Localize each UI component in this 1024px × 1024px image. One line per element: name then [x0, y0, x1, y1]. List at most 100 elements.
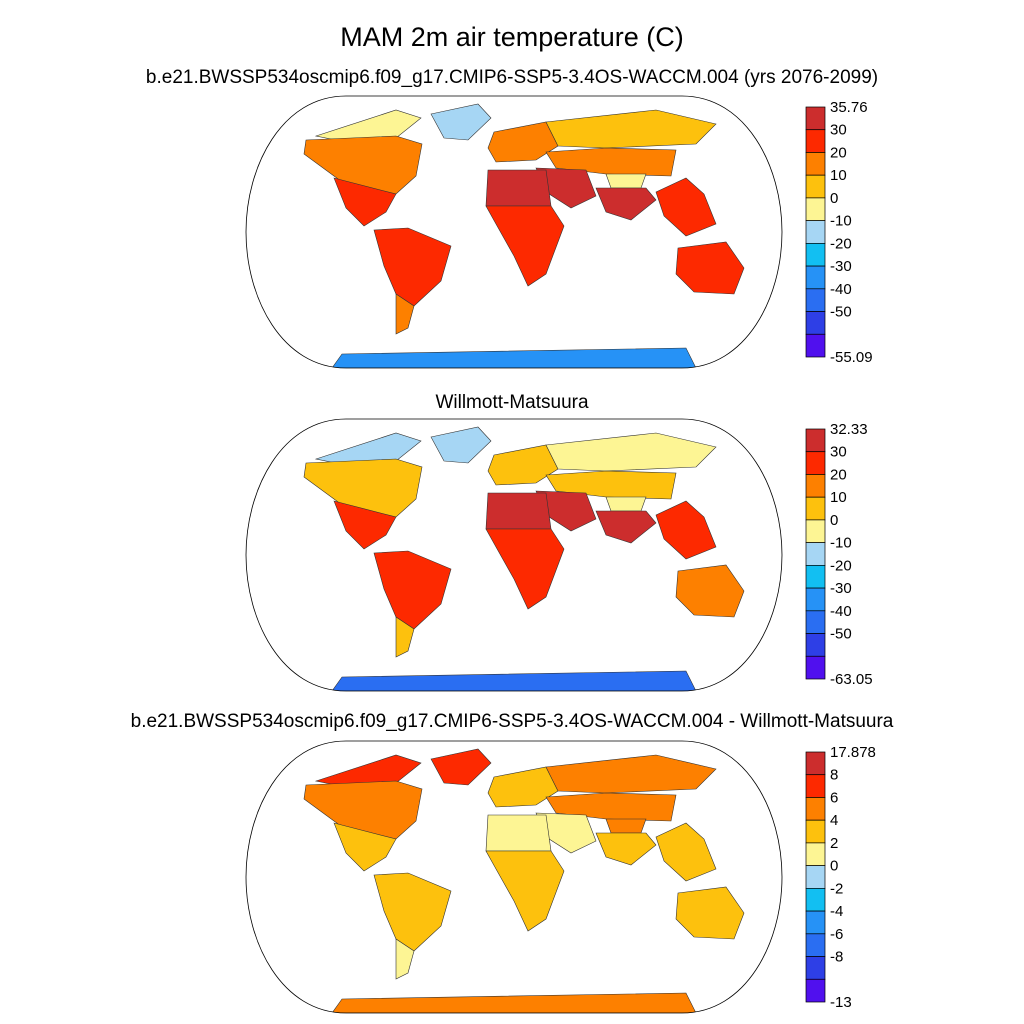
region-europe — [487, 121, 559, 163]
panel-title-diff: b.e21.BWSSP534oscmip6.f09_g17.CMIP6-SSP5… — [130, 711, 894, 732]
colorbar-box — [805, 174, 826, 199]
region-sahara — [485, 169, 552, 207]
colorbar-box — [805, 956, 826, 980]
region-north_america_south — [333, 822, 397, 872]
region-sahara — [485, 492, 552, 530]
region-se_asia — [655, 500, 717, 560]
colorbar-tick-label: -40 — [830, 603, 852, 620]
colorbar-model: 35.76 30 20 10 0 -10 -20 -30 -40 -50 -55.09 — [805, 99, 873, 366]
colorbar-tick-label: 30 — [830, 444, 847, 461]
colorbar-tick-label: -8 — [830, 949, 843, 966]
map-panel-model — [245, 95, 783, 369]
colorbar-box — [805, 751, 826, 776]
colorbar-box — [805, 333, 826, 358]
region-patagonia — [395, 293, 415, 335]
colorbar-box — [805, 633, 826, 657]
map-frame — [245, 740, 783, 1014]
region-antarctica — [331, 992, 697, 1013]
colorbar-tick-label: -20 — [830, 557, 852, 574]
colorbar-box — [805, 496, 826, 521]
colorbar-box — [805, 587, 826, 612]
region-africa — [485, 528, 565, 610]
colorbar-tick-label: 20 — [830, 466, 847, 483]
region-australia — [675, 886, 745, 940]
colorbar-box — [805, 842, 826, 866]
colorbar-tick-label: -10 — [830, 213, 852, 230]
colorbar-tick-label: 2 — [830, 835, 838, 852]
colorbar-tick-label: 17.878 — [830, 744, 876, 761]
colorbar-box — [805, 474, 826, 498]
colorbar-tick-label: 0 — [830, 190, 838, 207]
region-australia — [675, 241, 745, 295]
region-north_america_south — [333, 500, 397, 550]
colorbar-tick-label: 10 — [830, 489, 847, 506]
colorbar-box — [805, 865, 826, 889]
colorbar-box — [805, 311, 826, 335]
colorbar-diff: 17.878 8 6 4 2 0 -2 -4 -6 -8 -13 — [805, 744, 876, 1011]
region-australia — [675, 564, 745, 618]
colorbar-box — [805, 265, 826, 290]
region-africa — [485, 850, 565, 932]
colorbar-box — [805, 774, 826, 798]
colorbar-tick-label: -20 — [830, 235, 852, 252]
colorbar-box — [805, 519, 826, 543]
region-south_america — [373, 227, 452, 307]
region-se_asia — [655, 177, 717, 237]
colorbar-box — [805, 129, 826, 153]
colorbar-tick-label: 8 — [830, 767, 838, 784]
colorbar-box — [805, 451, 826, 475]
region-south_asia — [595, 832, 657, 866]
colorbar-box — [805, 152, 826, 176]
colorbar-tick-label: 35.76 — [830, 99, 868, 116]
colorbar-box — [805, 288, 826, 312]
colorbar-tick-label: -30 — [830, 258, 852, 275]
region-south_america — [373, 872, 452, 952]
region-south_asia — [595, 510, 657, 544]
colorbar-tick-label: 6 — [830, 789, 838, 806]
panel-title-obs: Willmott-Matsuura — [435, 392, 589, 413]
colorbar-tick-label: 20 — [830, 144, 847, 161]
colorbar-box — [805, 610, 826, 634]
colorbar-box — [805, 819, 826, 844]
colorbar-tick-label: 4 — [830, 812, 838, 829]
colorbar-box — [805, 910, 826, 935]
colorbar-tick-label: -2 — [830, 880, 843, 897]
region-patagonia — [395, 938, 415, 980]
region-siberia — [545, 109, 717, 149]
colorbar-box — [805, 106, 826, 131]
region-south_asia — [595, 187, 657, 221]
region-north_america_south — [333, 177, 397, 227]
region-sahara — [485, 814, 552, 852]
colorbar-box — [805, 888, 826, 912]
colorbar-tick-label: -63.05 — [830, 671, 873, 688]
region-siberia — [545, 432, 717, 472]
colorbar-tick-label: -6 — [830, 926, 843, 943]
colorbar-tick-label: 0 — [830, 858, 838, 875]
region-greenland — [430, 748, 492, 786]
region-central_asia — [545, 470, 677, 500]
colorbar-tick-label: 30 — [830, 122, 847, 139]
map-frame — [245, 418, 783, 692]
colorbar-box — [805, 243, 826, 267]
region-europe — [487, 444, 559, 486]
region-siberia — [545, 754, 717, 794]
colorbar-box — [805, 933, 826, 957]
region-south_america — [373, 550, 452, 630]
region-antarctica — [331, 670, 697, 691]
colorbar-tick-label: -50 — [830, 626, 852, 643]
region-greenland — [430, 426, 492, 464]
colorbar-tick-label: -13 — [830, 994, 852, 1011]
map-frame — [245, 95, 783, 369]
region-tibet — [605, 496, 647, 512]
colorbar-tick-label: 32.33 — [830, 421, 868, 438]
region-patagonia — [395, 616, 415, 658]
colorbar-tick-label: -30 — [830, 580, 852, 597]
colorbar-box — [805, 428, 826, 453]
colorbar-box — [805, 542, 826, 566]
region-europe — [487, 766, 559, 808]
colorbar-box — [805, 797, 826, 821]
colorbar-box — [805, 220, 826, 244]
colorbar-tick-label: -50 — [830, 304, 852, 321]
colorbar-tick-label: 10 — [830, 167, 847, 184]
region-greenland — [430, 103, 492, 141]
